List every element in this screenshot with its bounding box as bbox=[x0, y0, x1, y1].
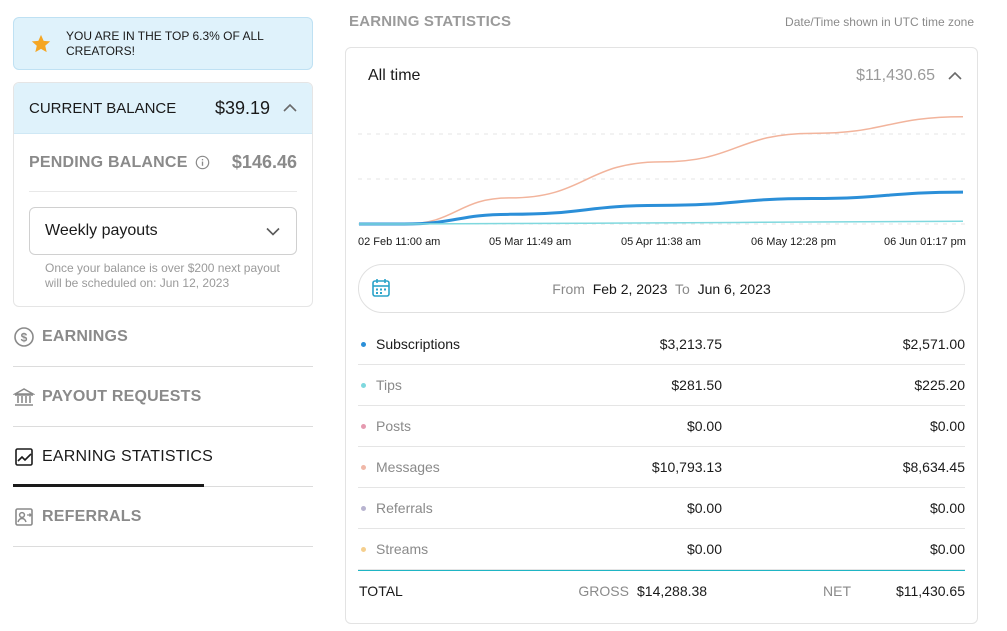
svg-text:$: $ bbox=[21, 330, 28, 344]
timezone-note: Date/Time shown in UTC time zone bbox=[785, 15, 974, 29]
legend-dot bbox=[361, 423, 366, 429]
top-creator-text: YOU ARE IN THE TOP 6.3% OF ALL CREATORS! bbox=[66, 28, 264, 58]
nav-earning-statistics-label: EARNING STATISTICS bbox=[42, 447, 214, 465]
top-creator-banner: YOU ARE IN THE TOP 6.3% OF ALL CREATORS! bbox=[13, 17, 313, 70]
row-gross: $0.00 bbox=[686, 541, 722, 557]
pending-balance-row: PENDING BALANCE $146.46 bbox=[29, 134, 297, 192]
pending-balance-amount: $146.46 bbox=[231, 152, 297, 172]
earnings-breakdown-table: Subscriptions $3,213.75 $2,571.00 Tips $… bbox=[358, 324, 965, 610]
nav-earnings[interactable]: $ EARNINGS bbox=[13, 307, 313, 367]
earning-statistics-title: EARNING STATISTICS bbox=[349, 13, 512, 30]
row-net: $225.20 bbox=[914, 377, 965, 393]
star-icon bbox=[31, 34, 51, 52]
dollar-circle-icon: $ bbox=[14, 326, 34, 347]
row-name: Streams bbox=[376, 541, 429, 557]
row-name: Subscriptions bbox=[376, 336, 461, 352]
pending-balance-label: PENDING BALANCE bbox=[29, 153, 188, 171]
total-row: TOTAL GROSS $14,288.38 NET $11,430.65 bbox=[358, 570, 965, 610]
total-label: TOTAL bbox=[359, 582, 403, 599]
date-range-text: From Feb 2, 2023 To Jun 6, 2023 bbox=[359, 281, 964, 297]
chevron-up-icon[interactable] bbox=[947, 68, 963, 84]
nav-payout-requests-label: PAYOUT REQUESTS bbox=[42, 387, 202, 405]
nav-earnings-label: EARNINGS bbox=[42, 327, 129, 345]
row-net: $8,634.45 bbox=[902, 459, 965, 475]
balance-card: CURRENT BALANCE $39.19 PENDING BALANCE $… bbox=[13, 82, 313, 307]
referral-icon bbox=[15, 507, 33, 526]
x-tick-label: 06 Jun 01:17 pm bbox=[884, 236, 966, 248]
from-date: Feb 2, 2023 bbox=[592, 280, 668, 297]
current-balance-header[interactable]: CURRENT BALANCE $39.19 bbox=[14, 83, 312, 134]
x-tick-label: 05 Apr 11:38 am bbox=[621, 236, 701, 248]
net-label: NET bbox=[823, 582, 851, 599]
from-label: From bbox=[552, 280, 585, 297]
chevron-up-icon[interactable] bbox=[282, 100, 298, 116]
legend-dot bbox=[361, 505, 366, 511]
row-net: $0.00 bbox=[929, 541, 965, 557]
table-row: Posts $0.00 $0.00 bbox=[358, 406, 965, 447]
row-gross: $0.00 bbox=[686, 500, 722, 516]
legend-dot bbox=[361, 382, 366, 388]
row-name: Messages bbox=[376, 459, 440, 475]
legend-dot bbox=[361, 546, 366, 552]
row-name: Posts bbox=[376, 418, 412, 434]
payout-frequency-select[interactable]: Weekly payouts bbox=[29, 207, 297, 255]
table-row: Streams $0.00 $0.00 bbox=[358, 529, 965, 570]
row-net: $0.00 bbox=[929, 500, 965, 516]
to-date: Jun 6, 2023 bbox=[697, 280, 771, 297]
gross-label: GROSS bbox=[578, 582, 629, 599]
earning-statistics-card: All time $11,430.65 02 Feb 11:00 am 05 M… bbox=[345, 47, 978, 624]
row-gross: $3,213.75 bbox=[659, 336, 722, 352]
calendar-icon[interactable] bbox=[370, 277, 392, 299]
nav-referrals[interactable]: REFERRALS bbox=[13, 487, 313, 547]
chevron-down-icon bbox=[266, 227, 280, 236]
bank-icon bbox=[13, 387, 35, 406]
chart-line-icon bbox=[15, 447, 33, 466]
legend-dot bbox=[361, 341, 366, 347]
current-balance-label: CURRENT BALANCE bbox=[29, 99, 177, 117]
info-icon[interactable] bbox=[195, 155, 210, 170]
row-gross: $10,793.13 bbox=[651, 459, 722, 475]
total-gross: $14,288.38 bbox=[637, 582, 708, 599]
period-total: $11,430.65 bbox=[856, 67, 935, 84]
series-line-tips bbox=[359, 220, 964, 225]
table-row: Subscriptions $3,213.75 $2,571.00 bbox=[358, 324, 965, 365]
table-row: Messages $10,793.13 $8,634.45 bbox=[358, 447, 965, 488]
current-balance-amount: $39.19 bbox=[214, 97, 270, 118]
row-gross: $0.00 bbox=[686, 418, 722, 434]
payout-note: Once your balance is over $200 next payo… bbox=[45, 261, 280, 290]
x-tick-label: 05 Mar 11:49 am bbox=[489, 236, 572, 248]
date-range-picker[interactable]: From Feb 2, 2023 To Jun 6, 2023 bbox=[358, 264, 965, 313]
earnings-line-chart bbox=[358, 116, 966, 226]
to-label: To bbox=[674, 280, 690, 297]
nav-payout-requests[interactable]: PAYOUT REQUESTS bbox=[13, 367, 313, 427]
x-tick-label: 06 May 12:28 pm bbox=[751, 236, 836, 248]
series-line-subscriptions bbox=[359, 190, 964, 226]
x-tick-label: 02 Feb 11:00 am bbox=[358, 236, 441, 248]
nav-earning-statistics[interactable]: EARNING STATISTICS bbox=[13, 427, 313, 487]
nav-referrals-label: REFERRALS bbox=[42, 507, 142, 525]
payout-frequency-value: Weekly payouts bbox=[45, 222, 158, 239]
series-line-messages bbox=[359, 116, 964, 225]
table-row: Referrals $0.00 $0.00 bbox=[358, 488, 965, 529]
legend-dot bbox=[361, 464, 366, 470]
row-gross: $281.50 bbox=[671, 377, 722, 393]
row-name: Referrals bbox=[376, 500, 433, 516]
period-header[interactable]: All time $11,430.65 bbox=[368, 66, 963, 86]
row-net: $0.00 bbox=[929, 418, 965, 434]
active-tab-indicator bbox=[13, 484, 204, 487]
table-row: Tips $281.50 $225.20 bbox=[358, 365, 965, 406]
row-net: $2,571.00 bbox=[902, 336, 965, 352]
period-label: All time bbox=[368, 67, 421, 84]
row-name: Tips bbox=[376, 377, 402, 393]
total-net: $11,430.65 bbox=[895, 582, 965, 599]
